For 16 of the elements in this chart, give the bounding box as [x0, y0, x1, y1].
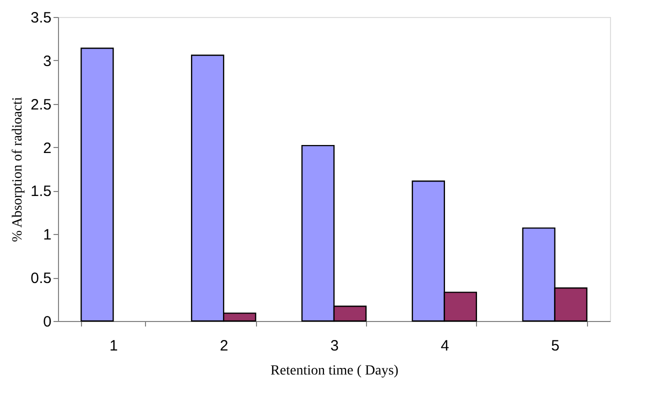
x-axis-title: Retention time ( Days): [270, 364, 399, 378]
y-tick-label: 3.5: [30, 10, 52, 26]
x-tick-label: 3: [330, 338, 339, 354]
x-tick-label: 5: [551, 338, 560, 354]
x-tick-label: 4: [440, 338, 450, 354]
x-tick-label: 1: [110, 338, 118, 354]
x-tick-label: 2: [220, 338, 228, 354]
y-tick-label: 0: [43, 314, 52, 330]
y-tick-label: 0.5: [30, 270, 52, 288]
y-tick-label: 3: [43, 52, 52, 70]
y-tick-label: 1: [43, 226, 52, 244]
bar: [80, 48, 114, 322]
y-tick-label: 2.5: [30, 96, 52, 114]
y-axis-title: % Absorption of radioacti: [10, 96, 26, 242]
y-tick-label: 1.5: [30, 183, 52, 200]
y-tick-label: 2: [43, 140, 52, 157]
